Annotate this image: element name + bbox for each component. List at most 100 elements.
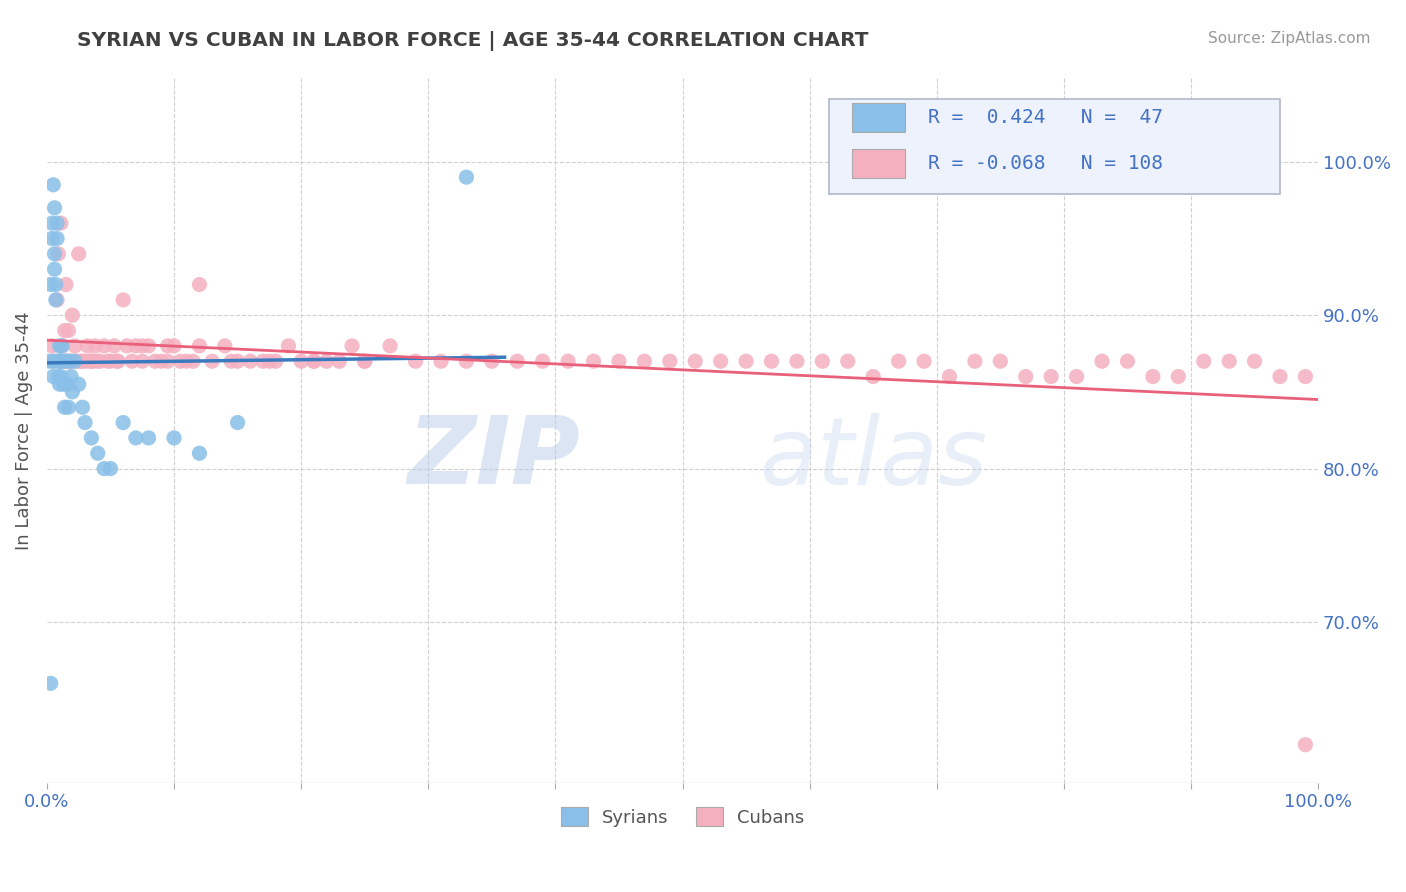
Point — [378, 339, 401, 353]
Point — [1294, 738, 1316, 752]
Point — [582, 354, 605, 368]
Point — [44, 262, 66, 277]
Point — [60, 354, 83, 368]
Point — [226, 354, 249, 368]
Point — [52, 377, 75, 392]
Point — [60, 384, 83, 399]
Point — [51, 354, 73, 368]
Text: ZIP: ZIP — [408, 412, 581, 505]
Point — [42, 354, 65, 368]
Point — [59, 354, 82, 368]
Point — [633, 354, 655, 368]
Point — [264, 354, 287, 368]
Point — [62, 354, 84, 368]
Point — [67, 377, 90, 392]
Point — [226, 416, 249, 430]
Point — [988, 354, 1011, 368]
Point — [56, 377, 79, 392]
Point — [239, 354, 262, 368]
Point — [163, 339, 186, 353]
Point — [72, 354, 94, 368]
Point — [1167, 369, 1189, 384]
Point — [131, 354, 153, 368]
Point — [84, 339, 107, 353]
Point — [887, 354, 910, 368]
Point — [103, 339, 125, 353]
Point — [41, 216, 63, 230]
Point — [46, 247, 69, 261]
Point — [100, 461, 122, 475]
Point — [531, 354, 554, 368]
Point — [481, 354, 503, 368]
Point — [93, 461, 115, 475]
Point — [69, 354, 91, 368]
Point — [761, 354, 783, 368]
Point — [430, 354, 453, 368]
Point — [42, 369, 65, 384]
Point — [315, 354, 337, 368]
Point — [79, 354, 101, 368]
Point — [46, 216, 69, 230]
Point — [93, 339, 115, 353]
Point — [607, 354, 630, 368]
Point — [219, 354, 242, 368]
Point — [49, 369, 72, 384]
Point — [181, 354, 204, 368]
Point — [46, 369, 69, 384]
Point — [138, 431, 160, 445]
Point — [48, 377, 70, 392]
Point — [55, 277, 77, 292]
Point — [163, 431, 186, 445]
Point — [65, 354, 87, 368]
Point — [105, 354, 128, 368]
Point — [837, 354, 859, 368]
Point — [340, 339, 363, 353]
Point — [53, 401, 76, 415]
Point — [52, 354, 75, 368]
Point — [67, 247, 90, 261]
Point — [156, 339, 179, 353]
Point — [290, 354, 312, 368]
Point — [938, 369, 960, 384]
Y-axis label: In Labor Force | Age 35-44: In Labor Force | Age 35-44 — [15, 311, 32, 549]
Point — [44, 247, 66, 261]
Point — [112, 416, 135, 430]
Point — [44, 354, 66, 368]
Point — [143, 354, 166, 368]
Point — [1040, 369, 1063, 384]
Point — [58, 324, 80, 338]
Point — [506, 354, 529, 368]
Text: atlas: atlas — [759, 413, 987, 504]
Point — [188, 446, 211, 460]
Point — [121, 354, 143, 368]
Point — [89, 354, 111, 368]
Point — [53, 324, 76, 338]
Point — [1218, 354, 1240, 368]
Point — [55, 354, 77, 368]
Point — [188, 277, 211, 292]
Point — [100, 354, 122, 368]
Point — [58, 401, 80, 415]
Point — [73, 354, 96, 368]
Point — [46, 231, 69, 245]
Point — [55, 354, 77, 368]
Point — [63, 339, 86, 353]
Point — [156, 354, 179, 368]
Point — [46, 293, 69, 307]
Text: R = -0.068   N = 108: R = -0.068 N = 108 — [928, 154, 1163, 173]
Point — [302, 354, 325, 368]
Point — [353, 354, 375, 368]
Point — [48, 354, 70, 368]
Point — [39, 676, 62, 690]
Point — [252, 354, 274, 368]
Point — [80, 431, 103, 445]
Point — [683, 354, 706, 368]
Point — [912, 354, 935, 368]
Point — [328, 354, 350, 368]
FancyBboxPatch shape — [828, 99, 1279, 194]
Point — [302, 354, 325, 368]
Point — [49, 354, 72, 368]
Point — [811, 354, 834, 368]
Point — [51, 339, 73, 353]
Point — [41, 339, 63, 353]
